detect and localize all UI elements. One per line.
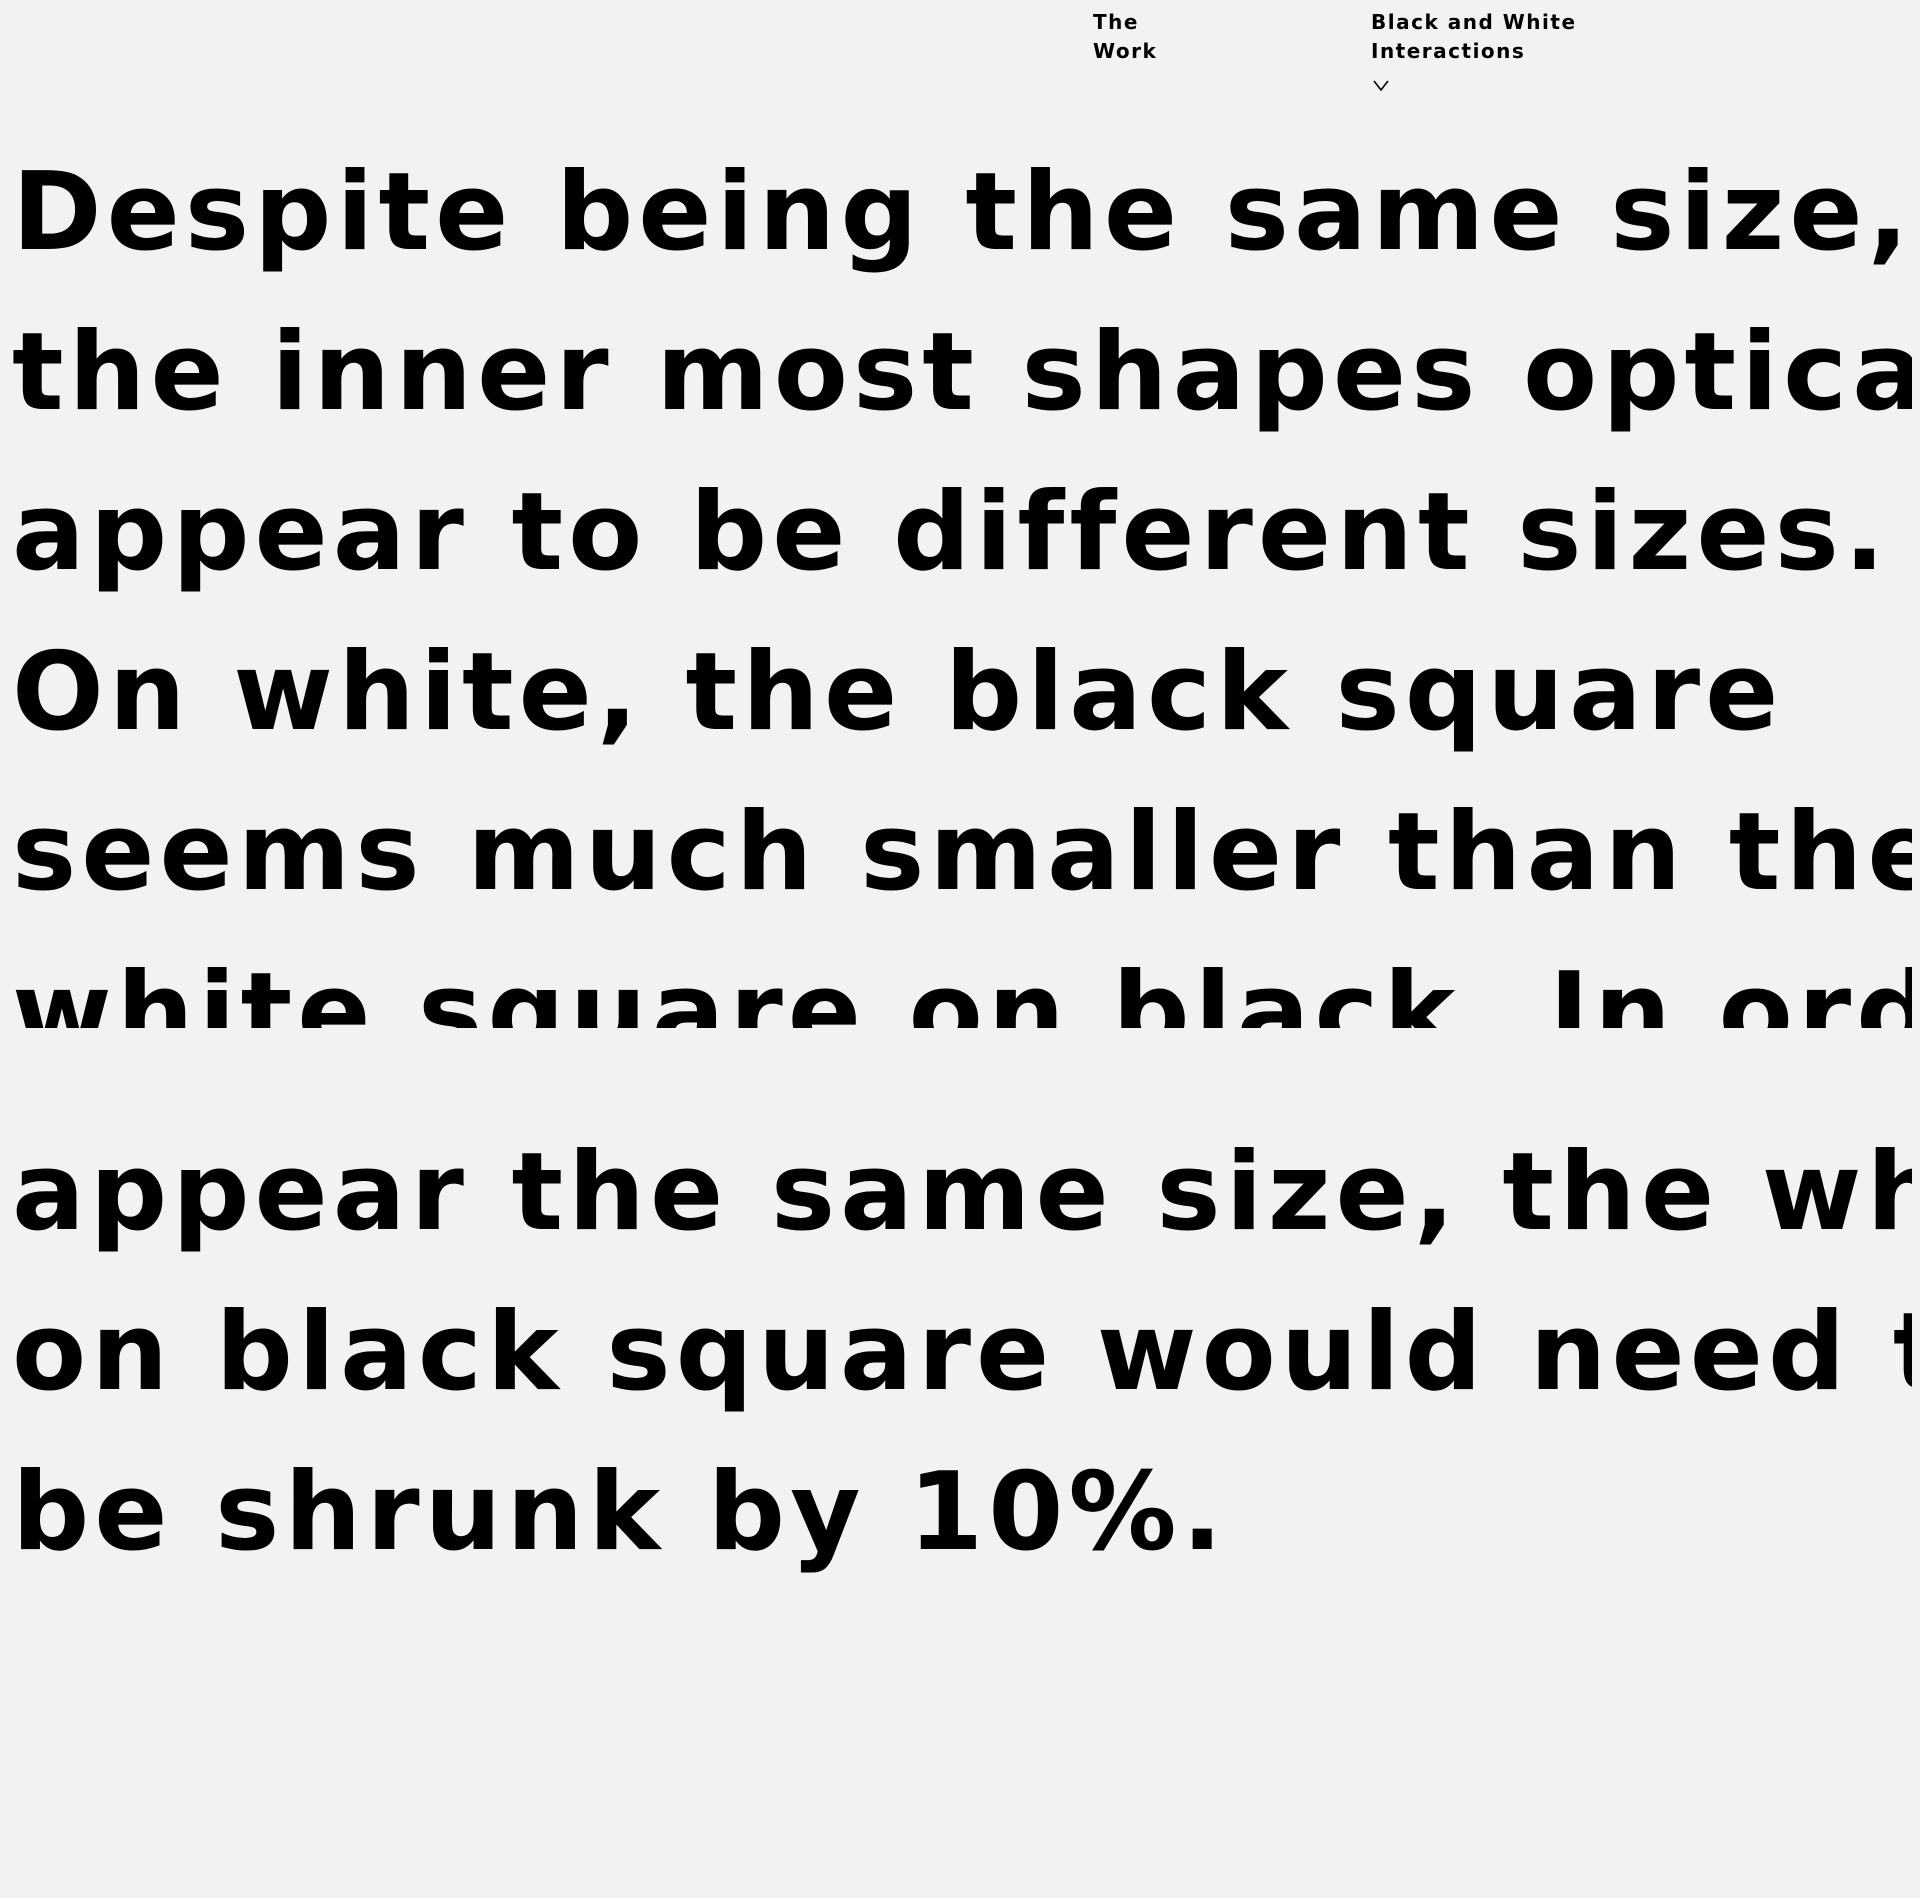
paragraph-line: white square on black. In order [12,950,1912,1028]
nav-the-work-link[interactable]: The Work [1093,8,1157,66]
nav-the-work-line1: The [1093,10,1139,34]
paragraph-line: be shrunk by 10%. [12,1450,1228,1575]
paragraph-line: seems much smaller than the [12,790,1912,915]
chevron-down-icon[interactable] [1373,80,1389,92]
nav-project-line2: Interactions [1371,39,1526,63]
paragraph-line: on black square would need to [12,1290,1912,1415]
paragraph-line: Despite being the same size, [12,150,1912,275]
paragraph-line: appear the same size, the white [12,1130,1912,1255]
paragraph-line: the inner most shapes optically [12,310,1912,435]
nav-project-line1: Black and White [1371,10,1577,34]
nav-the-work-line2: Work [1093,39,1158,63]
paragraph-upper-block: Despite being the same size, the inner m… [12,133,1912,1028]
paragraph-line: On white, the black square [12,630,1784,755]
paragraph-line: appear to be different sizes. [12,470,1890,595]
nav-project-dropdown[interactable]: Black and White Interactions [1371,8,1577,92]
